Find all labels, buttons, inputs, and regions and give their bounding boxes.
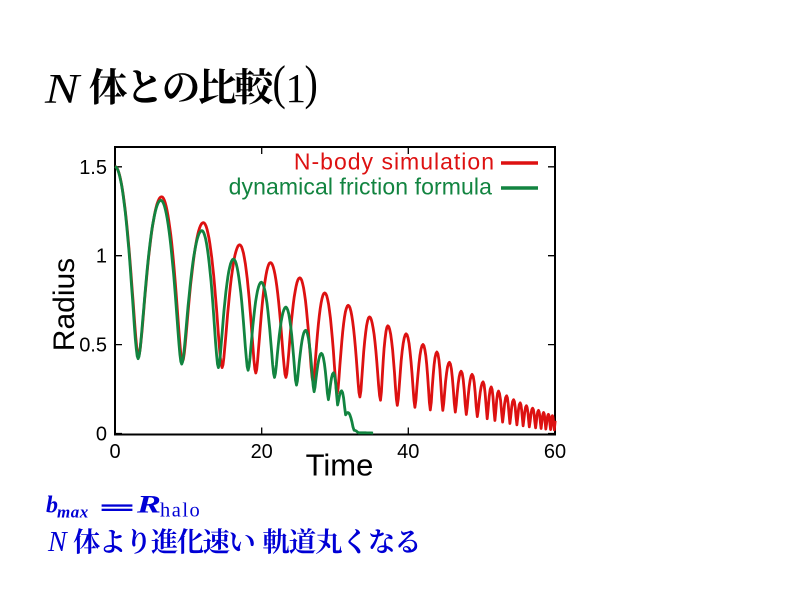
svg-text:40: 40 <box>397 441 419 463</box>
svg-text:(: ( <box>273 55 286 110</box>
svg-text:1: 1 <box>96 246 107 268</box>
svg-text:1: 1 <box>286 65 307 111</box>
svg-text:Time: Time <box>306 448 374 483</box>
svg-text:dynamical friction formula: dynamical friction formula <box>229 174 492 200</box>
svg-text:N-body simulation: N-body simulation <box>294 149 495 175</box>
svg-text:N: N <box>44 67 82 113</box>
svg-text:1.5: 1.5 <box>79 157 107 179</box>
svg-text:R: R <box>136 492 161 519</box>
svg-text:20: 20 <box>251 441 273 463</box>
svg-text:halo: halo <box>160 500 201 522</box>
svg-text:0: 0 <box>109 441 120 463</box>
svg-text:0: 0 <box>96 424 107 446</box>
svg-text:60: 60 <box>544 441 566 463</box>
svg-text:0.5: 0.5 <box>79 335 107 357</box>
svg-text:N: N <box>47 527 68 558</box>
svg-text:b: b <box>46 493 58 519</box>
svg-text:): ) <box>305 55 318 110</box>
svg-text:max: max <box>57 503 89 522</box>
svg-text:Radius: Radius <box>48 258 81 351</box>
